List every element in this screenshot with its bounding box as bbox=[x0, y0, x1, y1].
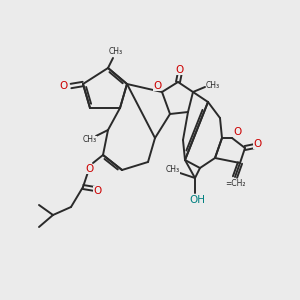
Text: O: O bbox=[85, 164, 93, 174]
Text: O: O bbox=[233, 127, 241, 137]
Text: O: O bbox=[253, 139, 261, 149]
Text: O: O bbox=[93, 186, 101, 196]
Text: CH₃: CH₃ bbox=[109, 47, 123, 56]
Text: O: O bbox=[175, 65, 183, 75]
Text: CH₃: CH₃ bbox=[83, 136, 97, 145]
Text: OH: OH bbox=[189, 195, 205, 205]
Text: CH₃: CH₃ bbox=[166, 164, 180, 173]
Text: O: O bbox=[153, 81, 161, 91]
Text: CH₃: CH₃ bbox=[206, 80, 220, 89]
Text: O: O bbox=[59, 81, 67, 91]
Text: =CH₂: =CH₂ bbox=[225, 179, 245, 188]
